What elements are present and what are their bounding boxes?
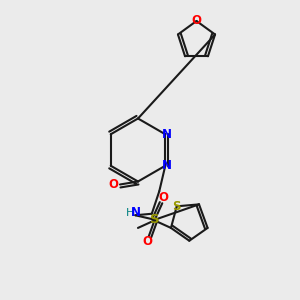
- Text: O: O: [108, 178, 118, 191]
- Text: O: O: [142, 235, 152, 248]
- Text: H: H: [126, 208, 134, 218]
- Text: N: N: [162, 128, 172, 141]
- Text: N: N: [131, 206, 141, 219]
- Text: S: S: [150, 213, 160, 226]
- Text: S: S: [172, 200, 181, 213]
- Text: N: N: [162, 159, 172, 172]
- Text: O: O: [159, 191, 169, 204]
- Text: O: O: [191, 14, 202, 28]
